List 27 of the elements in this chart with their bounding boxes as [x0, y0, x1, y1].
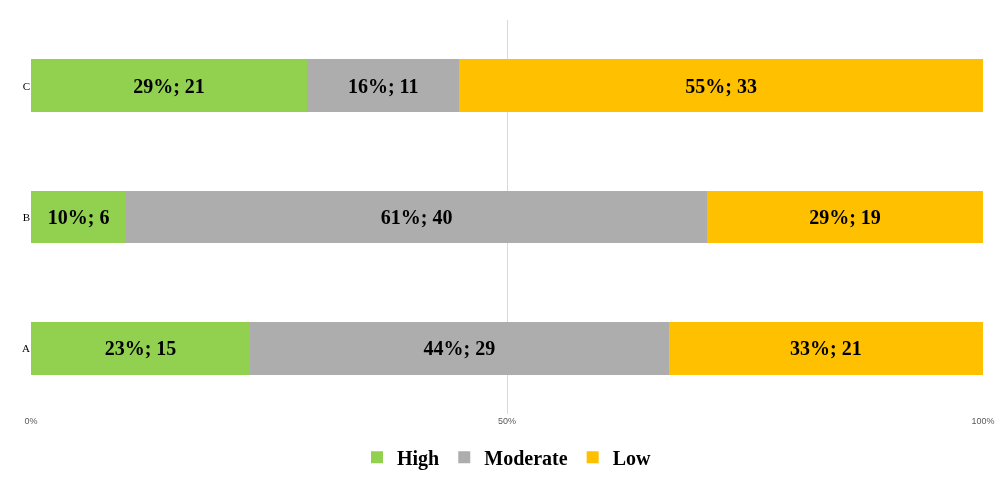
- data-label: 33%; 21: [790, 337, 862, 360]
- bar: [459, 59, 983, 112]
- bar: [126, 190, 707, 244]
- bar: [31, 59, 308, 112]
- y-tick-label: B: [22, 210, 30, 223]
- x-tick-label: 0%: [24, 416, 38, 426]
- data-label: 44%; 29: [423, 337, 496, 360]
- legend-label: High: [397, 446, 440, 470]
- bar: [249, 322, 669, 375]
- data-label: 29%; 19: [809, 206, 881, 228]
- bar: [668, 322, 983, 375]
- bar: [31, 322, 250, 375]
- bar: [31, 190, 127, 244]
- legend-label: Moderate: [484, 446, 568, 469]
- y-tick-label: A: [22, 342, 31, 355]
- data-label: 55%; 33: [685, 74, 758, 97]
- y-tick-label: C: [22, 79, 30, 92]
- x-tick-label: 50%: [497, 416, 517, 426]
- bar: [307, 59, 460, 112]
- x-tick-label: 100%: [971, 416, 995, 426]
- data-label: 16%; 11: [347, 74, 419, 97]
- data-label: 61%; 40: [380, 206, 453, 228]
- data-label: 29%; 21: [133, 74, 205, 97]
- data-label: 10%; 6: [47, 206, 110, 228]
- legend-label: Low: [612, 446, 651, 469]
- bar: [706, 190, 983, 244]
- data-label: 23%; 15: [104, 337, 177, 360]
